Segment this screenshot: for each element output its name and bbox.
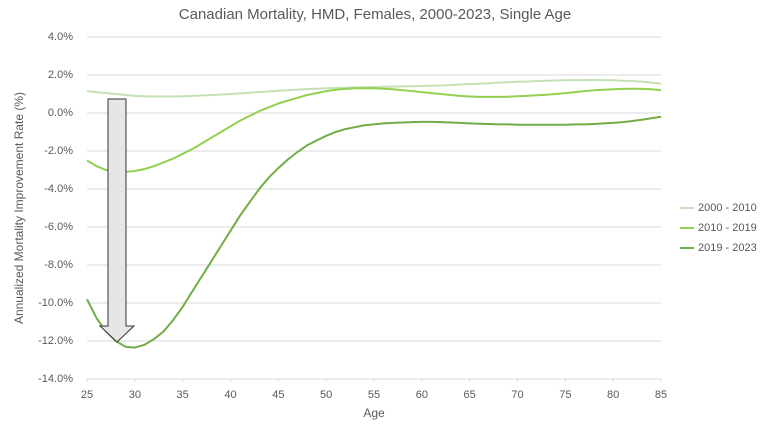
series-line — [86, 78, 662, 98]
x-tick-label: 50 — [320, 389, 332, 401]
x-axis-label: Age — [363, 406, 385, 420]
x-tick-label: 40 — [224, 389, 236, 401]
x-tick-label: 80 — [607, 389, 619, 401]
y-tick-label: 2.0% — [48, 69, 73, 81]
y-tick-label: 4.0% — [48, 31, 73, 43]
y-tick-label: 0.0% — [48, 107, 73, 119]
x-tick-label: 45 — [272, 389, 284, 401]
y-tick-label: -14.0% — [38, 373, 73, 385]
y-tick-label: -2.0% — [44, 145, 73, 157]
chart-title: Canadian Mortality, HMD, Females, 2000-2… — [179, 6, 571, 23]
x-tick-label: 65 — [464, 389, 476, 401]
x-tick-label: 30 — [129, 389, 141, 401]
x-tick-label: 70 — [511, 389, 523, 401]
legend-label: 2010 - 2019 — [698, 222, 757, 234]
y-tick-label: -4.0% — [44, 183, 73, 195]
x-tick-label: 35 — [177, 389, 189, 401]
x-tick-label: 60 — [416, 389, 428, 401]
legend-label: 2019 - 2023 — [698, 242, 757, 254]
y-axis-label: Annualized Mortality Improvement Rate (%… — [12, 92, 26, 324]
series-line — [86, 87, 662, 173]
y-tick-label: -10.0% — [38, 297, 73, 309]
y-tick-label: -8.0% — [44, 259, 73, 271]
y-tick-label: -12.0% — [38, 335, 73, 347]
legend-label: 2000 - 2010 — [698, 202, 757, 214]
x-tick-label: 85 — [655, 389, 667, 401]
x-tick-label: 25 — [81, 389, 93, 401]
x-tick-label: 55 — [368, 389, 380, 401]
series-line — [86, 115, 662, 349]
x-tick-label: 75 — [559, 389, 571, 401]
arrow — [98, 98, 136, 343]
y-tick-label: -6.0% — [44, 221, 73, 233]
